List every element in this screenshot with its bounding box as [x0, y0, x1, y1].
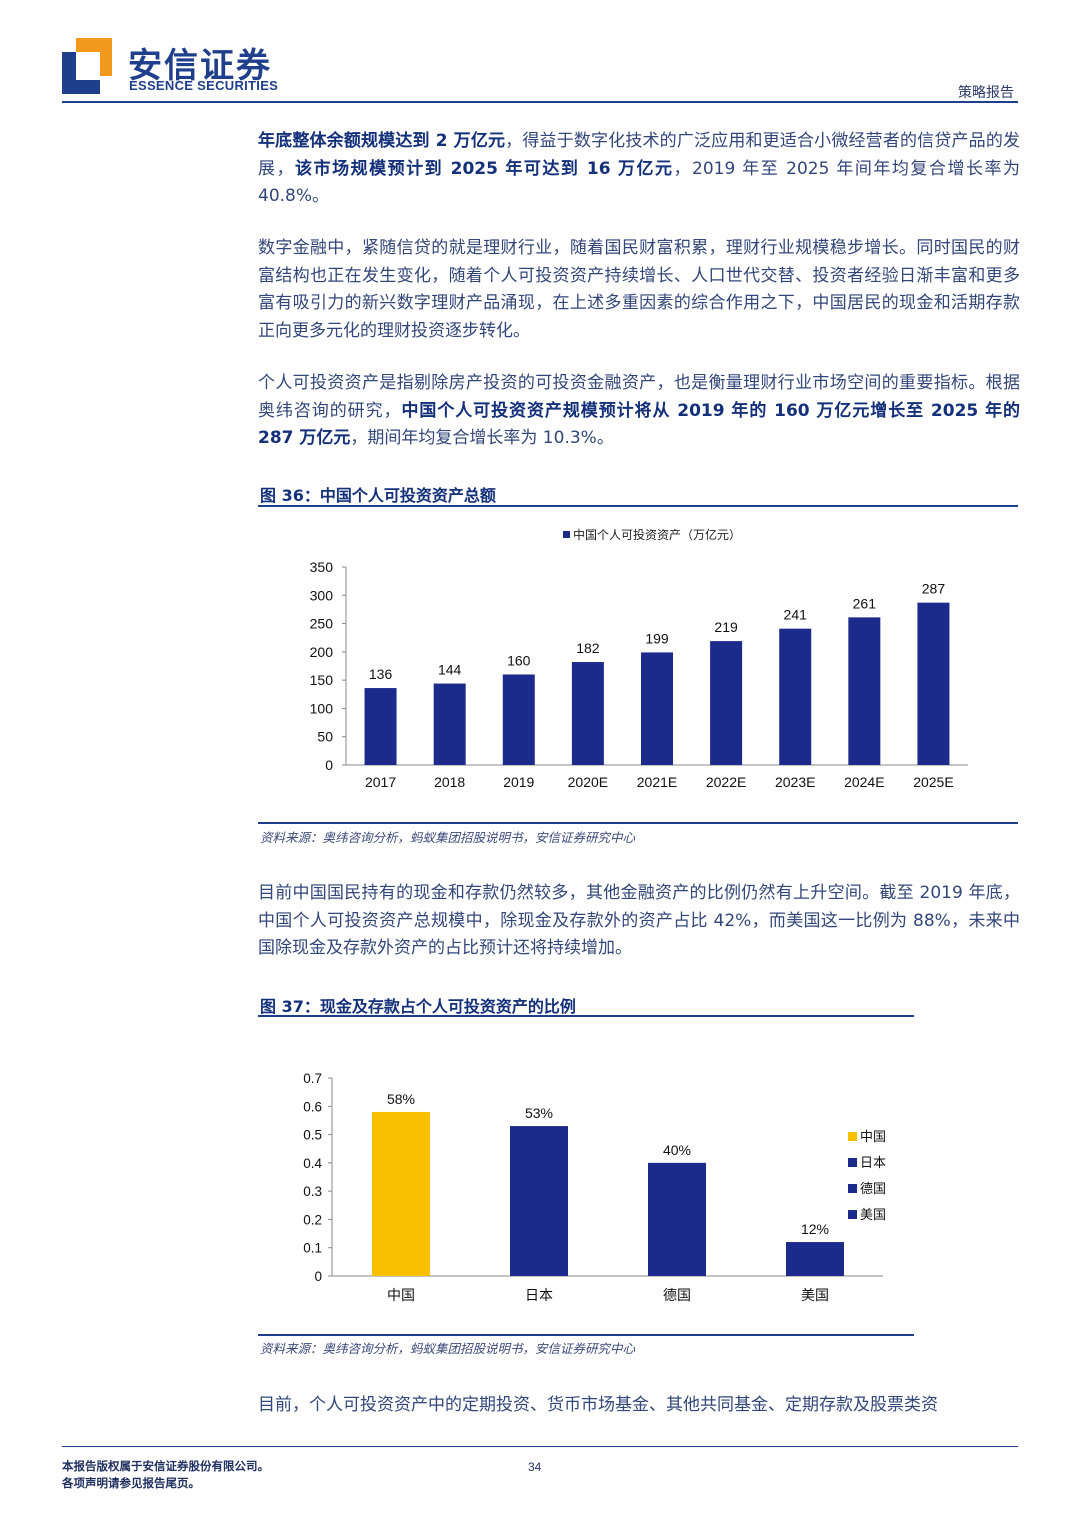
x-tick-label-德国: 德国: [663, 1287, 691, 1303]
bar-2025E: [917, 602, 950, 765]
y-tick-label: 0.7: [303, 1071, 322, 1086]
legend-swatch-美国: [848, 1210, 857, 1219]
legend-swatch-中国: [848, 1132, 857, 1141]
x-tick-label-2018: 2018: [434, 774, 465, 790]
bar-2017: [364, 688, 397, 765]
footer-divider: [62, 1446, 1018, 1447]
bar-2022E: [710, 641, 743, 765]
data-label-2022E: 219: [714, 619, 738, 635]
figure-37-title: 图 37：现金及存款占个人可投资资产的比例: [260, 997, 576, 1016]
x-tick-label-2019: 2019: [503, 774, 534, 790]
chart-individual-investable-assets: 中国个人可投资资产（万亿元） 0 50 100 150 200 250 300 350 136 20…: [310, 527, 968, 790]
data-label-德国: 40%: [663, 1142, 691, 1158]
legend-swatch-investable-assets: [563, 531, 570, 538]
data-label-2024E: 261: [853, 595, 877, 611]
y-tick-label: 350: [310, 559, 334, 575]
data-label-2018: 144: [438, 662, 462, 678]
y-tick-label: 250: [310, 616, 334, 632]
figure-37-source: 资料来源：奥纬咨询分析，蚂蚁集团招股说明书，安信证券研究中心: [260, 1341, 636, 1356]
bar-2018: [433, 683, 466, 765]
bar-中国: [372, 1111, 430, 1276]
x-tick-label-2024E: 2024E: [844, 774, 884, 790]
x-tick-label-2021E: 2021E: [637, 774, 677, 790]
legend-label-中国: 中国: [860, 1129, 886, 1144]
paragraph-2: 数字金融中，紧随信贷的就是理财行业，随着国民财富积累，理财行业规模稳步增长。同时…: [258, 238, 1020, 341]
chart-cash-deposit-ratio: 0 0.1 0.2 0.3 0.4 0.5 0.6 0.7 58% 中国 53% 日本 40% 德国 12%…: [303, 1071, 886, 1303]
header-divider: [62, 101, 1018, 103]
footer-copyright: 本报告版权属于安信证券股份有限公司。: [62, 1459, 269, 1473]
bar-2023E: [779, 628, 812, 765]
figure-36-bottom-rule: [258, 822, 1018, 824]
bar-美国: [786, 1242, 844, 1276]
paragraph-3: 个人可投资资产是指剔除房产投资的可投资金融资产，也是衡量理财行业市场空间的重要指…: [258, 370, 1020, 453]
bar-日本: [510, 1126, 568, 1276]
data-label-2020E: 182: [576, 640, 600, 656]
y-tick-label: 0.3: [303, 1184, 322, 1199]
legend-swatch-日本: [848, 1158, 857, 1167]
x-tick-label-2022E: 2022E: [706, 774, 746, 790]
footer-statement: 各项声明请参见报告尾页。: [62, 1476, 200, 1490]
logo-chinese-name: 安信证券: [128, 46, 272, 86]
data-label-2021E: 199: [645, 630, 669, 646]
x-tick-label-中国: 中国: [387, 1287, 415, 1303]
figure-36-title: 图 36：中国个人可投资资产总额: [260, 486, 496, 505]
legend-label-德国: 德国: [860, 1181, 886, 1196]
page-header: 安信证券 ESSENCE SECURITIES 策略报告: [0, 0, 1080, 104]
figure-37-bottom-rule: [258, 1334, 914, 1336]
footer-disclaimer: 本报告版权属于安信证券股份有限公司。 各项声明请参见报告尾页。: [62, 1458, 269, 1492]
bar-2021E: [641, 652, 673, 765]
bar-2019: [502, 674, 535, 765]
x-tick-label-2017: 2017: [365, 774, 396, 790]
data-label-美国: 12%: [801, 1221, 829, 1237]
x-tick-label-2023E: 2023E: [775, 774, 815, 790]
p1-bold-2: 该市场规模预计到 2025 年可达到 16 万亿元: [295, 158, 674, 179]
y-tick-label: 0.6: [303, 1099, 322, 1114]
bar-德国: [648, 1162, 706, 1276]
y-tick-label: 0: [314, 1269, 322, 1284]
y-tick-label: 0: [325, 757, 333, 773]
report-type-label: 策略报告: [958, 85, 1014, 101]
x-tick-label-2020E: 2020E: [568, 774, 608, 790]
p3-bold-1: 中国个人可投资资产规模预计将从 2019 年的 160 万亿元增长至 2025 …: [258, 400, 1021, 449]
data-label-2019: 160: [507, 652, 531, 668]
y-tick-label: 50: [317, 729, 333, 745]
page-number: 34: [528, 1460, 542, 1474]
bar-2020E: [571, 662, 604, 765]
p3-text-2: ，期间年均复合增长率为 10.3%。: [350, 428, 614, 448]
figure-37-top-rule: [258, 1015, 914, 1017]
y-tick-label: 0.2: [303, 1212, 322, 1227]
paragraph-5: 目前，个人可投资资产中的定期投资、货币市场基金、其他共同基金、定期存款及股票类资: [258, 1395, 938, 1415]
y-tick-label: 100: [310, 700, 334, 716]
p1-text-2: ，2019 年至 2025 年间年均复合增长率为 40.8%。: [258, 158, 1021, 207]
y-tick-label: 200: [310, 644, 334, 660]
x-tick-label-美国: 美国: [801, 1287, 829, 1303]
bar-2024E: [848, 617, 881, 765]
y-tick-label: 150: [310, 672, 334, 688]
legend-label-investable-assets: 中国个人可投资资产（万亿元）: [573, 527, 741, 542]
legend-label-日本: 日本: [860, 1155, 886, 1170]
figure-36-source: 资料来源：奥纬咨询分析，蚂蚁集团招股说明书，安信证券研究中心: [260, 830, 636, 845]
legend-label-美国: 美国: [860, 1207, 886, 1222]
legend-swatch-德国: [848, 1184, 857, 1193]
figure-36-top-rule: [258, 505, 1018, 507]
y-tick-label: 0.1: [303, 1241, 322, 1256]
data-label-2023E: 241: [784, 607, 808, 623]
p1-bold-1: 年底整体余额规模达到 2 万亿元: [258, 131, 506, 151]
logo-english-name: ESSENCE SECURITIES: [129, 78, 279, 93]
p1-text-1: ，得益于数字化技术的广泛应用和更适合小微经营者的信贷产品的发展，: [258, 131, 1021, 179]
x-tick-label-日本: 日本: [525, 1287, 553, 1303]
p3-text-1: 个人可投资资产是指剔除房产投资的可投资金融资产，也是衡量理财行业市场空间的重要指…: [258, 373, 1020, 421]
y-tick-label: 300: [310, 587, 334, 603]
data-label-2017: 136: [369, 666, 393, 682]
essence-logo-icon: [62, 38, 112, 94]
y-tick-label: 0.5: [303, 1128, 322, 1143]
data-label-中国: 58%: [387, 1091, 415, 1107]
data-label-日本: 53%: [525, 1105, 553, 1121]
paragraph-4: 目前中国国民持有的现金和存款仍然较多，其他金融资产的比例仍然有上升空间。截至 2…: [258, 883, 1020, 958]
paragraph-1: 年底整体余额规模达到 2 万亿元，得益于数字化技术的广泛应用和更适合小微经营者的…: [258, 128, 1020, 211]
y-tick-label: 0.4: [303, 1156, 322, 1171]
data-label-2025E: 287: [922, 581, 946, 597]
x-tick-label-2025E: 2025E: [913, 774, 953, 790]
